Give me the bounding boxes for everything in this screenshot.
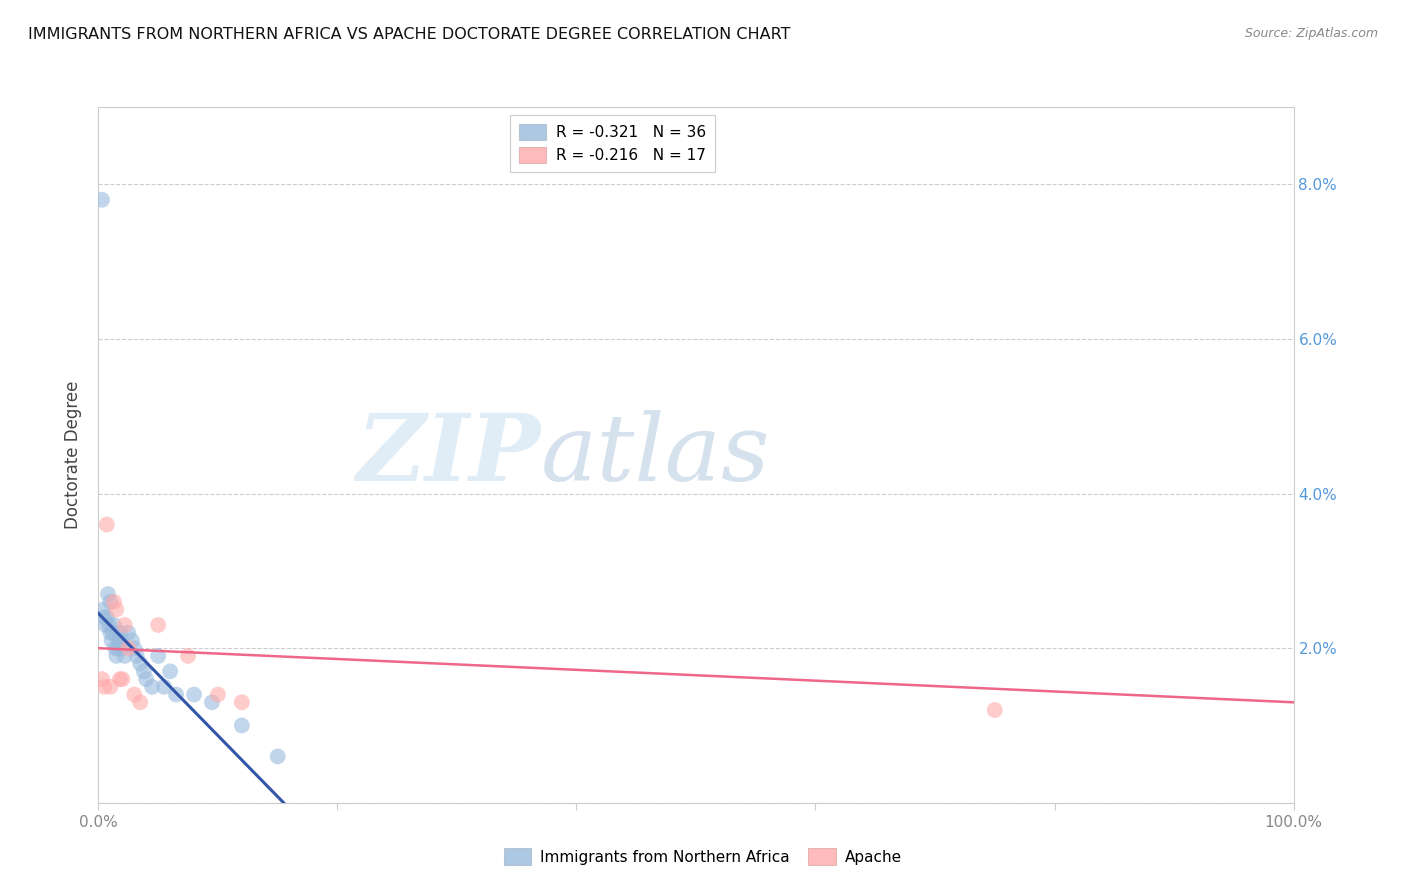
Point	[91, 672, 114, 686]
Point	[207, 688, 229, 702]
Point	[148, 648, 170, 663]
Point	[107, 633, 129, 648]
Point	[124, 688, 146, 702]
Y-axis label: Doctorate Degree: Doctorate Degree	[65, 381, 83, 529]
Point	[129, 657, 152, 671]
Point	[117, 641, 139, 656]
Point	[98, 618, 121, 632]
Point	[94, 618, 117, 632]
Point	[105, 648, 128, 663]
Point	[124, 641, 146, 656]
Point	[231, 695, 253, 709]
Point	[97, 587, 120, 601]
Point	[96, 517, 118, 532]
Point	[153, 680, 176, 694]
Point	[101, 625, 124, 640]
Point	[117, 625, 139, 640]
Point	[100, 633, 122, 648]
Point	[107, 641, 129, 656]
Point	[93, 680, 115, 694]
Point	[104, 641, 127, 656]
Text: atlas: atlas	[540, 410, 770, 500]
Point	[135, 672, 157, 686]
Point	[114, 648, 136, 663]
Point	[105, 602, 128, 616]
Point	[98, 595, 122, 609]
Point	[125, 648, 148, 663]
Point	[129, 695, 152, 709]
Point	[108, 625, 131, 640]
Point	[103, 595, 125, 609]
Text: ZIP: ZIP	[356, 410, 540, 500]
Text: Source: ZipAtlas.com: Source: ZipAtlas.com	[1244, 27, 1378, 40]
Point	[159, 665, 181, 679]
Point	[110, 633, 132, 648]
Legend: R = -0.321   N = 36, R = -0.216   N = 17: R = -0.321 N = 36, R = -0.216 N = 17	[510, 115, 714, 172]
Point	[98, 680, 122, 694]
Point	[108, 672, 131, 686]
Point	[141, 680, 163, 694]
Point	[96, 610, 118, 624]
Point	[121, 633, 143, 648]
Point	[984, 703, 1007, 717]
Point	[114, 618, 136, 632]
Point	[267, 749, 290, 764]
Point	[111, 641, 134, 656]
Point	[231, 718, 253, 732]
Point	[165, 688, 187, 702]
Point	[103, 618, 125, 632]
Point	[183, 688, 205, 702]
Point	[98, 625, 122, 640]
Point	[201, 695, 224, 709]
Point	[177, 648, 200, 663]
Point	[91, 602, 114, 616]
Point	[132, 665, 155, 679]
Point	[111, 672, 134, 686]
Point	[91, 193, 114, 207]
Legend: Immigrants from Northern Africa, Apache: Immigrants from Northern Africa, Apache	[498, 842, 908, 871]
Point	[148, 618, 170, 632]
Text: IMMIGRANTS FROM NORTHERN AFRICA VS APACHE DOCTORATE DEGREE CORRELATION CHART: IMMIGRANTS FROM NORTHERN AFRICA VS APACH…	[28, 27, 790, 42]
Point	[93, 610, 115, 624]
